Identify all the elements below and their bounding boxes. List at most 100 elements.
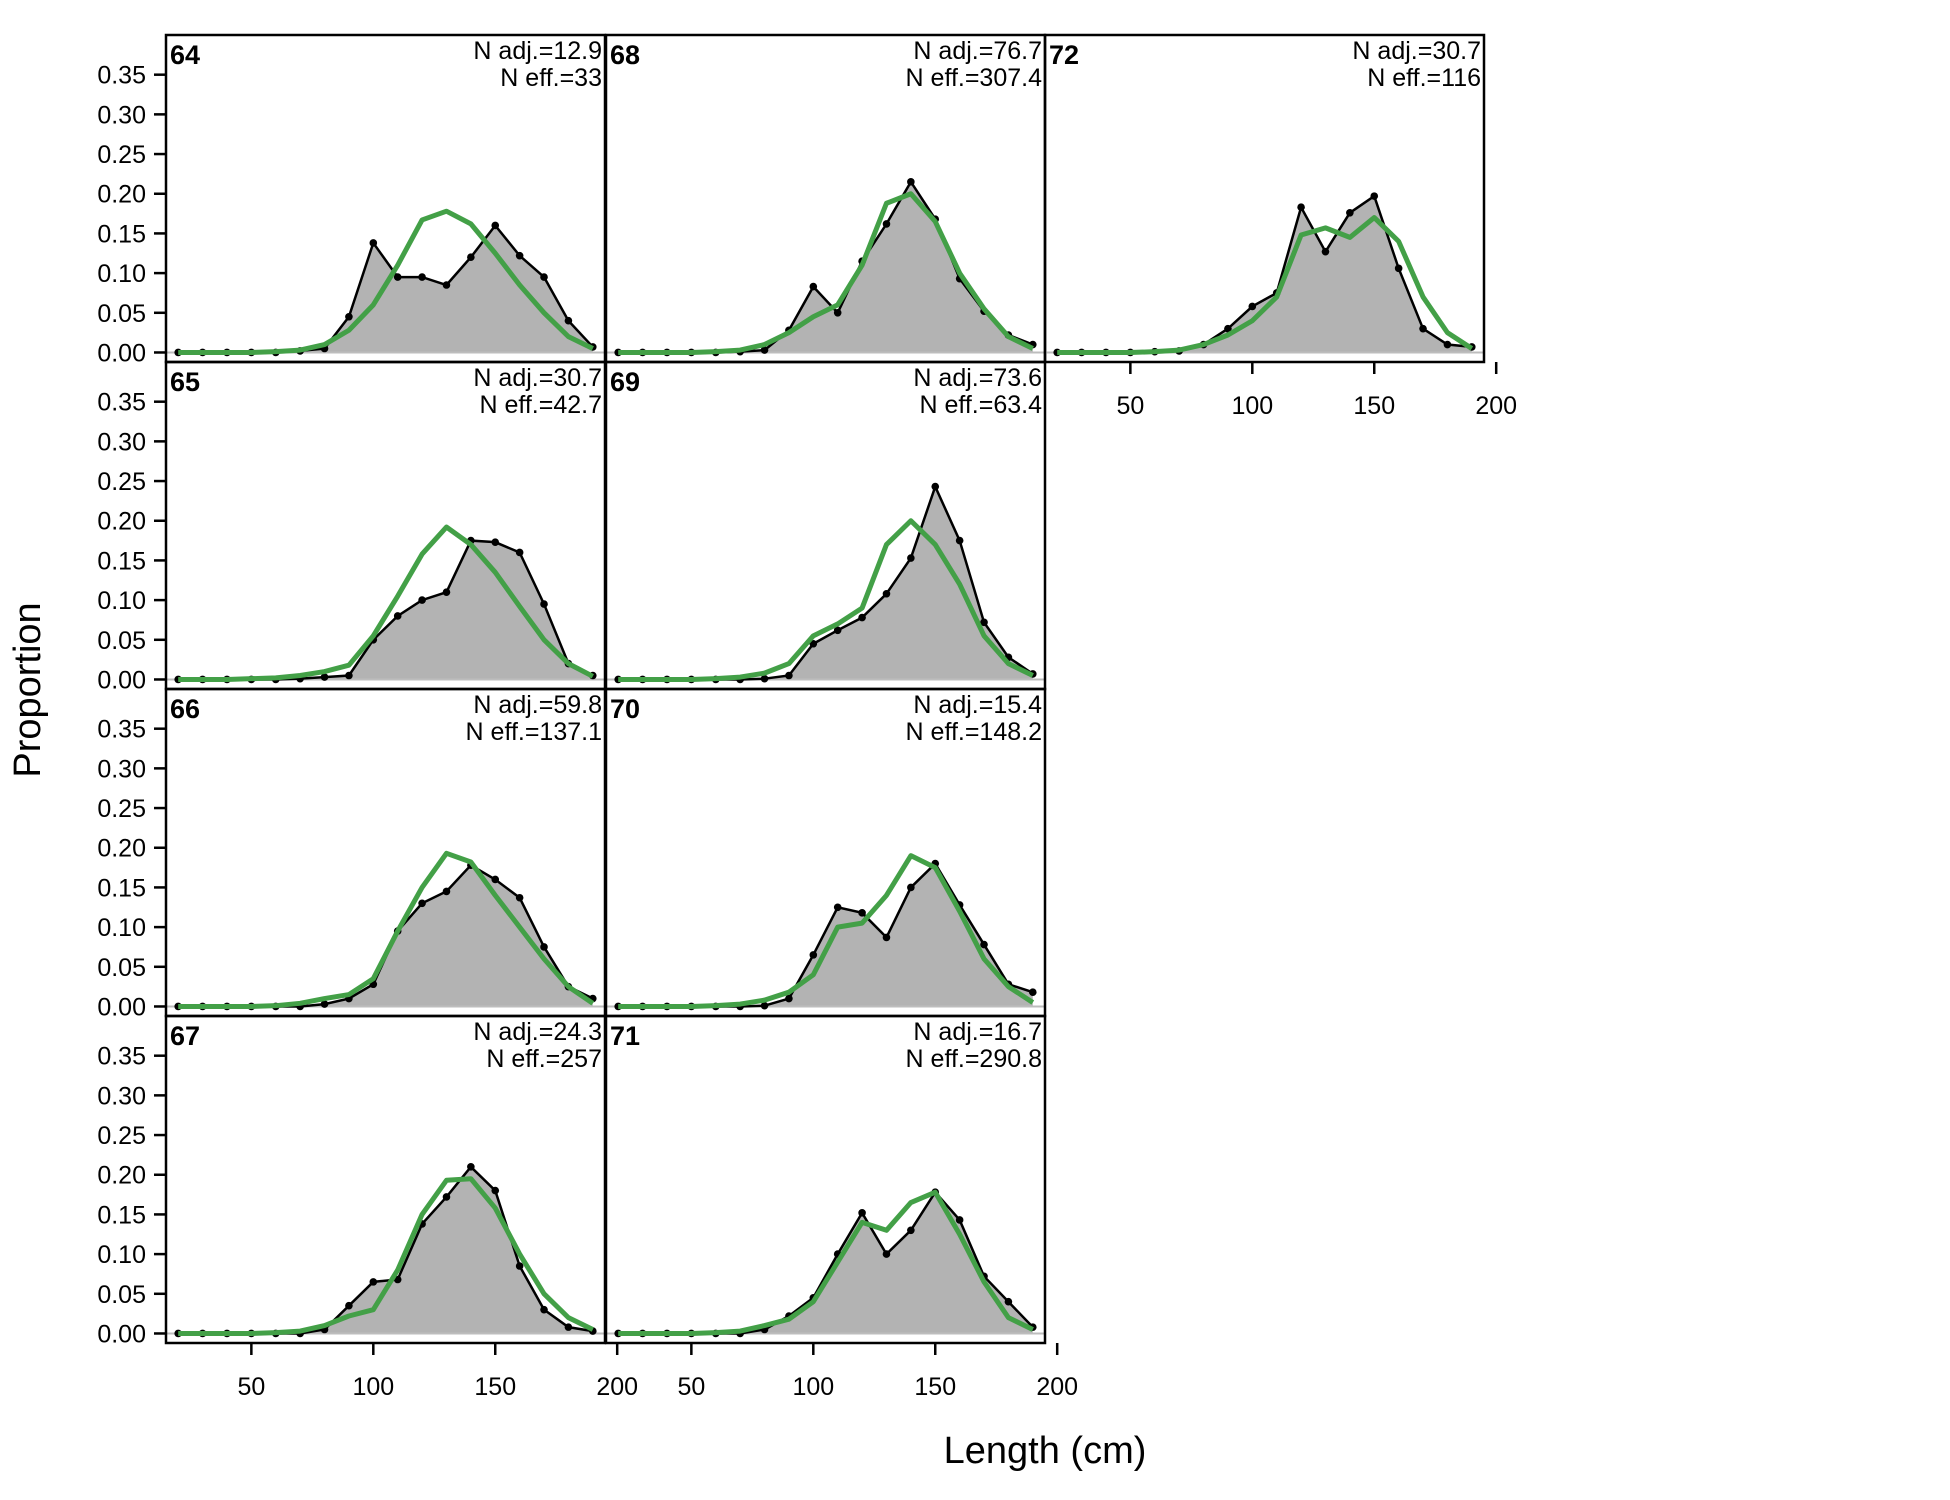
observed-point xyxy=(564,316,573,325)
n-eff-label: N eff.=148.2 xyxy=(906,718,1042,746)
y-tick-label: 0.10 xyxy=(97,1241,146,1269)
panel-71: 71 N adj.=16.7N eff.=290.8 50 100 150 200 xyxy=(604,1014,1078,1401)
observed-point xyxy=(1346,208,1354,217)
y-tick-label: 0.35 xyxy=(97,62,146,90)
x-tick-label: 100 xyxy=(352,1373,394,1401)
observed-point xyxy=(1029,988,1037,996)
n-adj-label: N adj.=16.7 xyxy=(913,1018,1042,1046)
x-tick-label: 50 xyxy=(1116,392,1144,420)
x-tick-label: 50 xyxy=(237,1373,265,1401)
observed-point xyxy=(369,1278,378,1286)
observed-point xyxy=(345,312,353,321)
y-tick-label: 0.30 xyxy=(97,755,146,783)
n-eff-label: N eff.=137.1 xyxy=(466,718,602,746)
y-tick-label: 0.00 xyxy=(97,993,146,1021)
observed-point xyxy=(809,282,818,291)
y-tick-label: 0.15 xyxy=(97,547,146,575)
observed-point xyxy=(785,994,793,1003)
observed-point xyxy=(418,596,426,604)
observed-point xyxy=(785,671,793,680)
observed-point xyxy=(1419,324,1427,333)
n-eff-label: N eff.=33 xyxy=(500,64,602,92)
observed-area xyxy=(618,863,1033,1007)
observed-point xyxy=(858,613,866,622)
observed-area xyxy=(618,181,1033,353)
n-eff-label: N eff.=42.7 xyxy=(479,391,602,419)
panel-69: 69 N adj.=73.6N eff.=63.4 xyxy=(604,360,1047,691)
observed-point xyxy=(393,612,402,620)
expected-line xyxy=(618,518,1034,682)
observed-area xyxy=(618,486,1033,680)
x-tick-label: 50 xyxy=(677,1373,705,1401)
observed-point xyxy=(418,273,426,281)
observed-point xyxy=(882,220,891,228)
y-tick-label: 0.15 xyxy=(97,874,146,902)
y-tick-label: 0.20 xyxy=(97,835,146,863)
x-axis-title: Length (cm) xyxy=(944,1430,1147,1472)
panel-72: 72 N adj.=30.7N eff.=116 50 100 150 200 xyxy=(1043,33,1517,420)
observed-point xyxy=(442,281,451,289)
panel-frame xyxy=(1043,33,1486,364)
expected-line xyxy=(1057,215,1474,355)
y-tick-label: 0.25 xyxy=(97,141,146,169)
expected-line xyxy=(618,1189,1034,1336)
n-adj-label: N adj.=73.6 xyxy=(913,364,1042,392)
observed-point xyxy=(491,875,500,884)
n-adj-label: N adj.=15.4 xyxy=(913,691,1042,719)
y-tick-label: 0.15 xyxy=(97,1201,146,1229)
x-tick-label: 150 xyxy=(914,1373,956,1401)
observed-point xyxy=(540,600,548,608)
observed-point xyxy=(442,588,451,596)
y-tick-label: 0.10 xyxy=(97,587,146,615)
observed-point xyxy=(515,893,524,902)
panel-label: 68 xyxy=(610,40,640,70)
x-tick-label: 200 xyxy=(596,1373,638,1401)
observed-area xyxy=(1057,196,1472,353)
y-tick-label: 0.00 xyxy=(97,339,146,367)
y-tick-label: 0.00 xyxy=(97,666,146,694)
expected-line xyxy=(618,191,1034,355)
y-tick-label: 0.30 xyxy=(97,428,146,456)
panel-label: 64 xyxy=(170,40,200,70)
observed-point xyxy=(491,221,500,230)
observed-point xyxy=(540,1305,548,1314)
x-tick-label: 100 xyxy=(1231,392,1273,420)
panel-65: 65 N adj.=30.7N eff.=42.7 0.00 0.05 0.10 0.15… xyxy=(97,360,607,694)
observed-point xyxy=(564,1323,573,1331)
observed-point xyxy=(515,251,524,260)
observed-point xyxy=(467,1163,475,1171)
observed-point xyxy=(418,899,426,908)
observed-point xyxy=(320,673,329,681)
panel-label: 66 xyxy=(170,694,200,724)
observed-point xyxy=(882,589,891,598)
observed-point xyxy=(955,1216,964,1224)
panel-frame xyxy=(604,1014,1047,1345)
observed-point xyxy=(882,933,891,942)
x-tick-label: 200 xyxy=(1475,392,1517,420)
y-tick-label: 0.30 xyxy=(97,1082,146,1110)
panel-label: 70 xyxy=(610,694,640,724)
expected-line xyxy=(178,1176,594,1336)
observed-point xyxy=(540,943,548,951)
observed-point xyxy=(1321,247,1330,256)
observed-point xyxy=(980,940,988,949)
y-tick-label: 0.20 xyxy=(97,181,146,209)
y-axis-title: Proportion xyxy=(7,602,49,777)
y-tick-label: 0.25 xyxy=(97,1122,146,1150)
n-adj-label: N adj.=59.8 xyxy=(473,691,602,719)
y-tick-label: 0.05 xyxy=(97,300,146,328)
observed-point xyxy=(540,273,548,281)
panel-label: 69 xyxy=(610,367,640,397)
panel-label: 65 xyxy=(170,367,200,397)
observed-point xyxy=(1004,1297,1013,1306)
y-tick-label: 0.25 xyxy=(97,795,146,823)
observed-point xyxy=(515,548,524,557)
x-tick-label: 100 xyxy=(792,1373,834,1401)
panel-64: 64 N adj.=12.9N eff.=33 0.00 0.05 0.10 0.15 0.… xyxy=(97,33,607,367)
observed-point xyxy=(907,554,915,562)
x-tick-label: 150 xyxy=(1353,392,1395,420)
expected-line xyxy=(178,850,595,1009)
y-tick-label: 0.00 xyxy=(97,1320,146,1348)
observed-point xyxy=(858,909,866,917)
